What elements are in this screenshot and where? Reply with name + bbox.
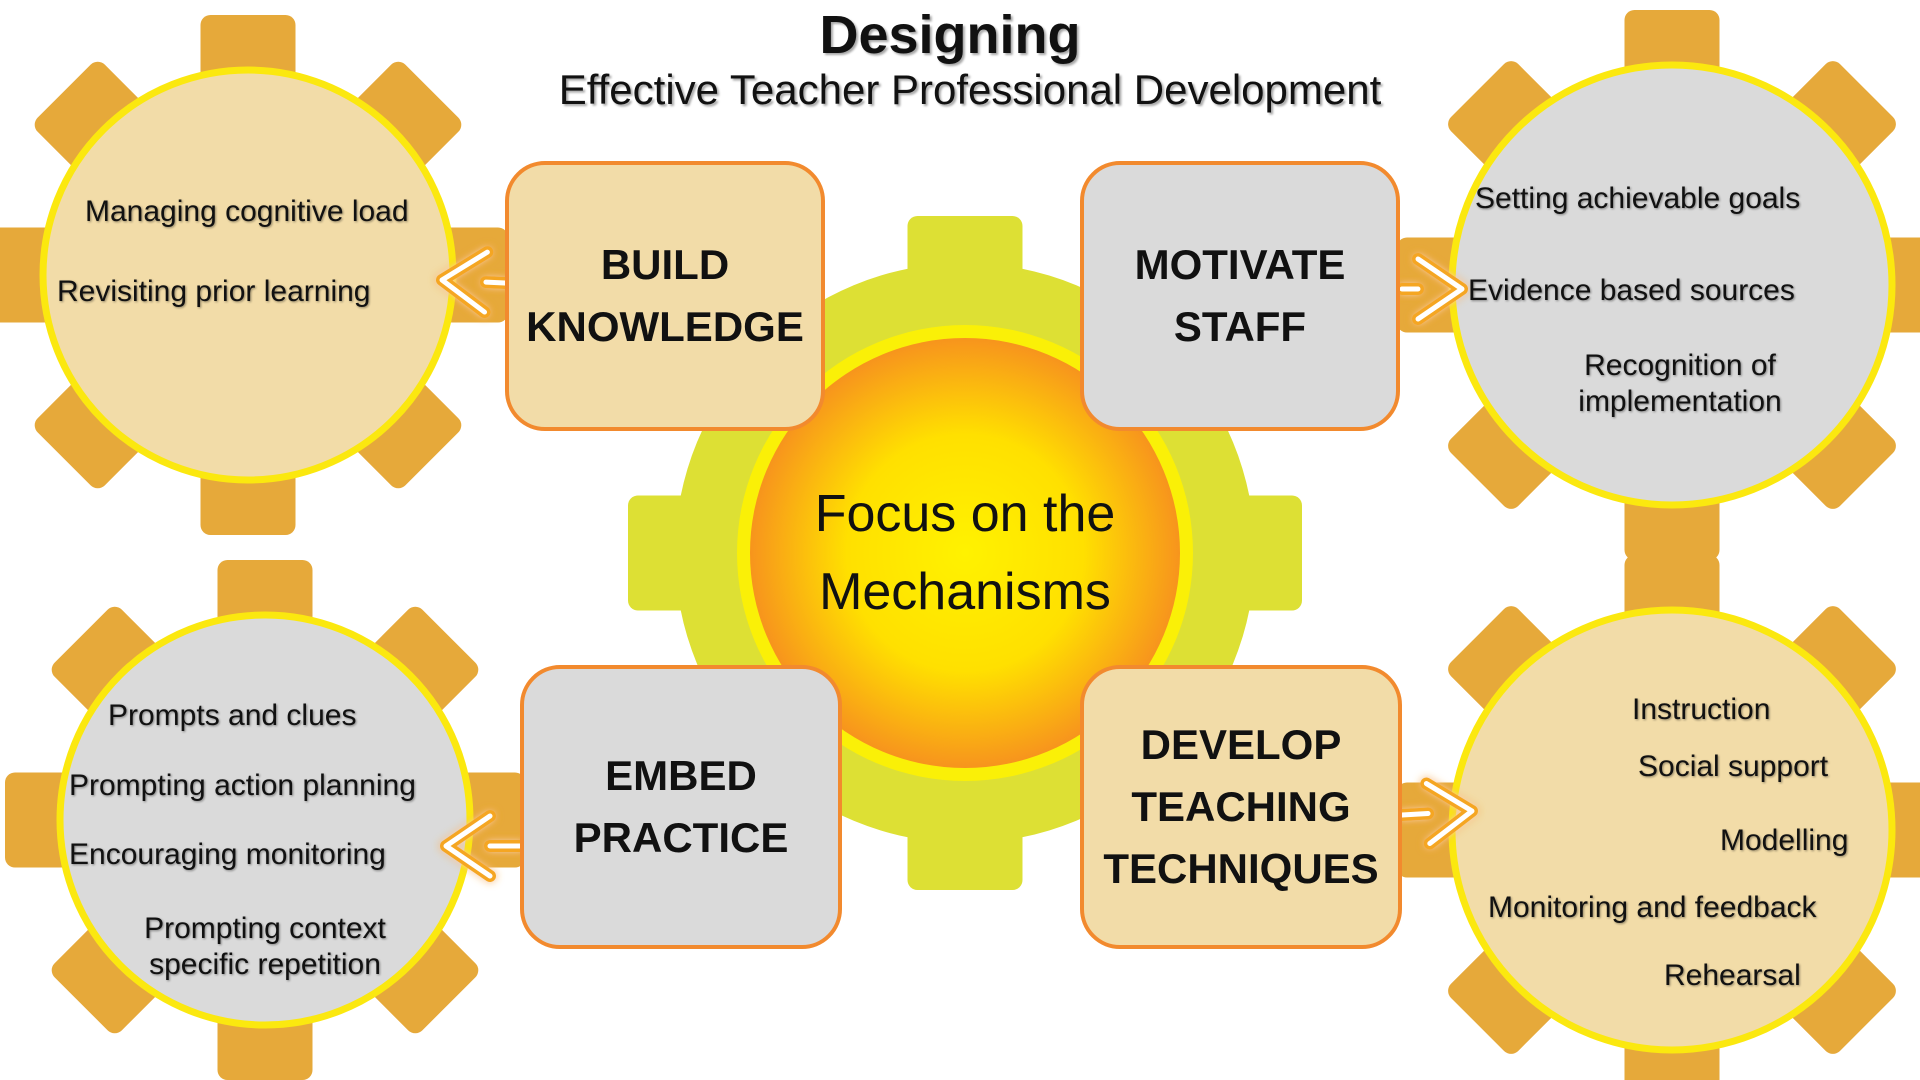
develop-item: Social support <box>1638 750 1829 783</box>
build-arrow <box>436 246 511 319</box>
motivate-arrow-inner <box>1399 256 1465 322</box>
motivate-item: Setting achievable goals <box>1475 182 1801 215</box>
embed-line-1: EMBED <box>605 752 757 799</box>
embed-item: Prompting context specific repetition <box>144 912 386 981</box>
develop-item: Monitoring and feedback <box>1488 891 1817 924</box>
build-knowledge-box: BUILD KNOWLEDGE <box>505 161 825 431</box>
embed-item: Encouraging monitoring <box>69 838 386 871</box>
sun-core <box>750 338 1180 768</box>
center-line-2: Mechanisms <box>819 563 1111 621</box>
develop-line-3: TECHNIQUES <box>1103 845 1379 892</box>
diagram-subtitle: Effective Teacher Professional Developme… <box>558 66 1382 113</box>
develop-line-2: TEACHING <box>1131 783 1351 830</box>
develop-item: Rehearsal <box>1664 959 1801 992</box>
build-item: Revisiting prior learning <box>57 275 371 308</box>
center-focus: Focus on the Mechanisms <box>745 333 1185 773</box>
build-arrow-inner <box>439 249 508 315</box>
embed-arrow <box>440 810 526 882</box>
embed-line-2: PRACTICE <box>573 814 789 861</box>
embed-arrow-inner <box>443 813 523 879</box>
embed-practice-box: EMBED PRACTICE <box>520 665 842 949</box>
motivate-staff-box: MOTIVATE STAFF <box>1080 161 1400 431</box>
embed-item: Prompting action planning <box>69 769 416 802</box>
embed-gear-face <box>56 611 474 1029</box>
motivate-line-2: STAFF <box>1173 303 1307 350</box>
motivate-arrow <box>1396 253 1468 325</box>
motivate-line-1: MOTIVATE <box>1134 241 1346 288</box>
develop-arrow <box>1396 777 1478 850</box>
build-line-2: KNOWLEDGE <box>526 303 804 350</box>
build-item: Managing cognitive load <box>85 195 409 228</box>
center-line-1: Focus on the <box>814 485 1116 543</box>
build-line-1: BUILD <box>600 241 730 288</box>
embed-item: Prompts and clues <box>108 699 357 732</box>
develop-arrow-inner <box>1399 781 1475 846</box>
motivate-item: Evidence based sources <box>1468 274 1795 307</box>
develop-teaching-techniques-box: DEVELOP TEACHING TECHNIQUES <box>1080 665 1402 949</box>
motivate-item: Recognition of implementation <box>1578 349 1782 418</box>
develop-item: Modelling <box>1720 824 1849 857</box>
diagram-title: Designing <box>819 5 1081 65</box>
develop-line-1: DEVELOP <box>1140 721 1342 768</box>
develop-item: Instruction <box>1632 693 1771 726</box>
